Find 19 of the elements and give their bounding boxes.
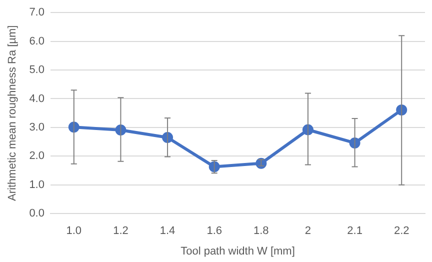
y-tick-label: 0.0 <box>29 208 44 220</box>
point <box>256 158 267 169</box>
y-axis-title: Arithmetic mean roughness Ra [µm] <box>6 25 19 201</box>
x-tick-label: 1.6 <box>206 225 222 238</box>
y-tick-label: 4.0 <box>29 92 44 105</box>
x-tick-label: 2 <box>304 225 312 238</box>
x-tick-label: 1.4 <box>160 225 176 238</box>
x-axis-title: Tool path width W [mm] <box>180 245 295 258</box>
y-tick-label: 3.0 <box>29 121 44 134</box>
x-tick-label: 2.1 <box>347 225 362 238</box>
y-tick-label: 6.0 <box>29 35 44 48</box>
x-tick-label: 1.2 <box>113 225 128 238</box>
y-tick-label: 2.0 <box>29 150 44 162</box>
x-tick-label: 1.0 <box>66 225 82 238</box>
y-tick-label: 5.0 <box>29 64 44 76</box>
x-tick-label: 1.8 <box>254 225 269 238</box>
y-tick-label: 7.0 <box>29 6 44 19</box>
y-tick-label: 1.0 <box>29 178 44 191</box>
x-tick-label: 2.2 <box>394 225 410 238</box>
